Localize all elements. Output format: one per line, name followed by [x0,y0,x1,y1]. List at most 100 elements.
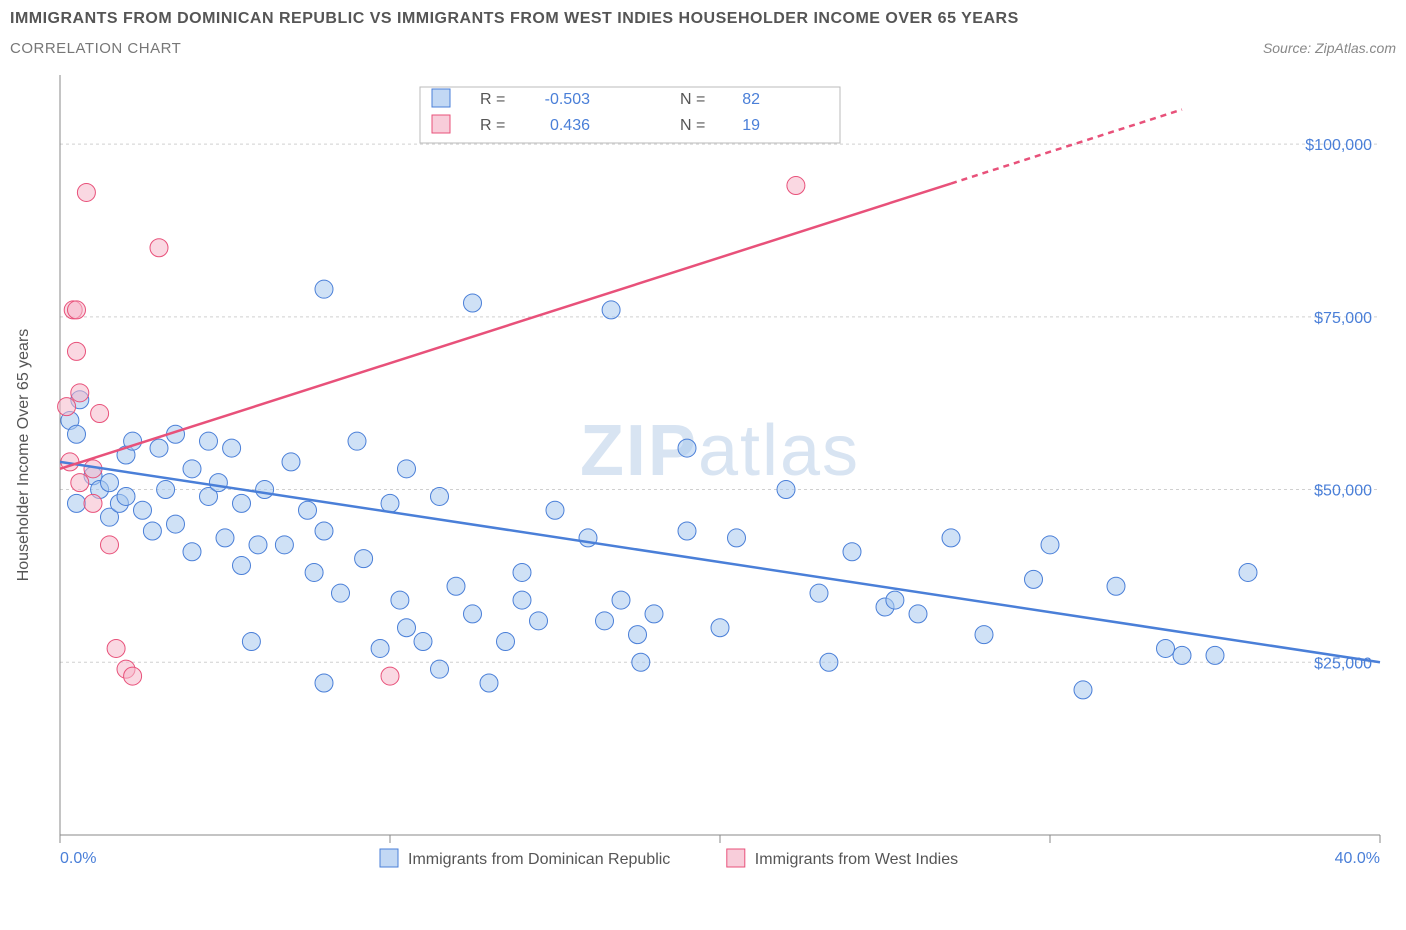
data-point [332,584,350,602]
data-point [728,529,746,547]
data-point [513,563,531,581]
data-point [305,563,323,581]
y-tick-label: $50,000 [1314,483,1372,500]
data-point [282,453,300,471]
x-tick-label: 0.0% [60,850,96,867]
data-point [256,481,274,499]
data-point [711,619,729,637]
data-point [1157,639,1175,657]
data-point [233,494,251,512]
legend-swatch [432,89,450,107]
data-point [91,405,109,423]
data-point [777,481,795,499]
data-point [157,481,175,499]
legend-n-label: N = [680,91,705,108]
data-point [632,653,650,671]
data-point [183,460,201,478]
data-point [71,384,89,402]
data-point [843,543,861,561]
data-point [678,522,696,540]
data-point [1206,646,1224,664]
data-point [629,626,647,644]
data-point [398,619,416,637]
data-point [355,550,373,568]
data-point [58,398,76,416]
data-point [975,626,993,644]
data-point [1107,577,1125,595]
data-point [546,501,564,519]
y-axis-title: Householder Income Over 65 years [15,329,32,582]
data-point [275,536,293,554]
source-label: Source: ZipAtlas.com [1263,40,1396,56]
chart-title: IMMIGRANTS FROM DOMINICAN REPUBLIC VS IM… [10,10,1396,28]
legend-swatch [380,849,398,867]
data-point [1239,563,1257,581]
data-point [68,425,86,443]
x-tick-label: 40.0% [1335,850,1380,867]
data-point [143,522,161,540]
data-point [124,667,142,685]
data-point [68,301,86,319]
data-point [216,529,234,547]
data-point [480,674,498,692]
data-point [233,557,251,575]
data-point [371,639,389,657]
data-point [167,515,185,533]
data-point [398,460,416,478]
data-point [71,474,89,492]
data-point [223,439,241,457]
data-point [183,543,201,561]
data-point [886,591,904,609]
data-point [299,501,317,519]
data-point [447,577,465,595]
data-point [68,494,86,512]
data-point [1173,646,1191,664]
legend-r-label: R = [480,117,505,134]
data-point [101,474,119,492]
legend-swatch [432,115,450,133]
data-point [315,674,333,692]
data-point [909,605,927,623]
legend-n-value: 82 [742,91,760,108]
data-point [678,439,696,457]
y-tick-label: $75,000 [1314,310,1372,327]
data-point [464,605,482,623]
data-point [101,536,119,554]
data-point [810,584,828,602]
data-point [84,494,102,512]
series-legend-label: Immigrants from West Indies [755,851,958,868]
data-point [68,342,86,360]
correlation-chart: $25,000$50,000$75,000$100,000ZIPatlas0.0… [10,65,1396,885]
data-point [596,612,614,630]
chart-subtitle: CORRELATION CHART [10,40,181,57]
data-point [150,239,168,257]
data-point [820,653,838,671]
data-point [381,667,399,685]
data-point [150,439,168,457]
data-point [612,591,630,609]
legend-n-value: 19 [742,117,760,134]
data-point [381,494,399,512]
data-point [209,474,227,492]
data-point [530,612,548,630]
data-point [1025,570,1043,588]
data-point [942,529,960,547]
data-point [645,605,663,623]
data-point [315,280,333,298]
legend-r-label: R = [480,91,505,108]
data-point [107,639,125,657]
data-point [787,177,805,195]
data-point [117,487,135,505]
data-point [513,591,531,609]
watermark: ZIPatlas [580,411,860,491]
data-point [315,522,333,540]
data-point [200,432,218,450]
data-point [464,294,482,312]
y-tick-label: $100,000 [1305,137,1372,154]
data-point [1041,536,1059,554]
data-point [431,487,449,505]
legend-r-value: -0.503 [545,91,590,108]
legend-r-value: 0.436 [550,117,590,134]
data-point [431,660,449,678]
data-point [77,183,95,201]
